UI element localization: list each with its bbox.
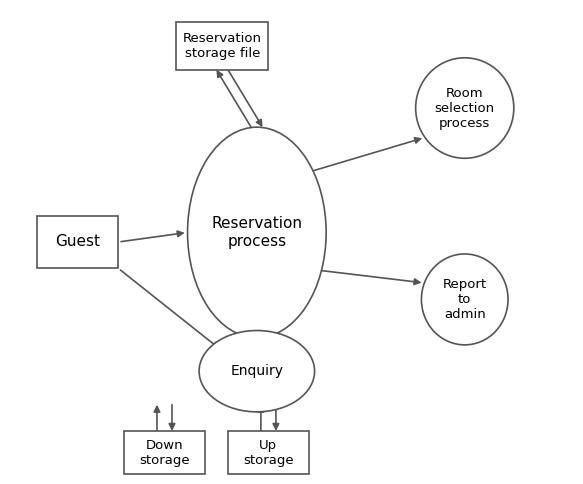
Ellipse shape — [422, 254, 508, 345]
Text: Reservation
storage file: Reservation storage file — [182, 32, 262, 60]
Text: Room
selection
process: Room selection process — [435, 87, 495, 130]
FancyBboxPatch shape — [37, 216, 118, 268]
Text: Guest: Guest — [55, 235, 100, 249]
Text: Enquiry: Enquiry — [230, 364, 283, 378]
Text: Down
storage: Down storage — [139, 439, 190, 467]
Ellipse shape — [188, 127, 326, 338]
Ellipse shape — [199, 331, 315, 412]
Text: Report
to
admin: Report to admin — [442, 278, 487, 321]
FancyBboxPatch shape — [124, 431, 205, 474]
Text: Up
storage: Up storage — [243, 439, 294, 467]
FancyBboxPatch shape — [176, 22, 268, 70]
Text: Reservation
process: Reservation process — [212, 216, 303, 249]
FancyBboxPatch shape — [228, 431, 309, 474]
Ellipse shape — [416, 58, 514, 158]
